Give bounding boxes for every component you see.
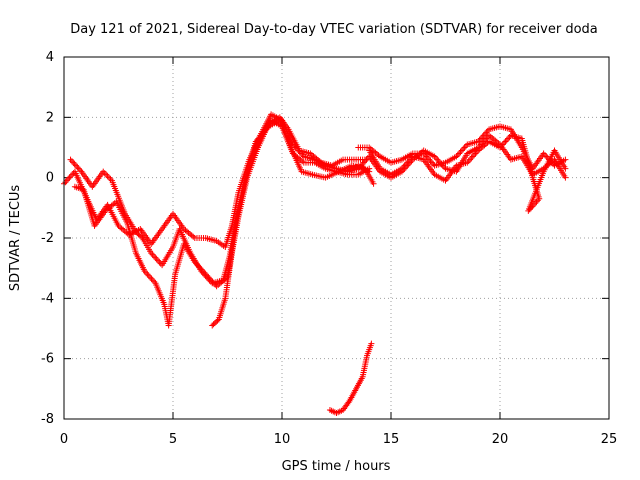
x-axis-label: GPS time / hours [282,459,391,474]
data-point [368,340,375,347]
plot-frame [63,56,610,420]
data-point [562,174,569,181]
y-axis-label: SDTVAR / TECUs [8,185,23,292]
series-track-3 [71,117,377,329]
data-point [370,180,377,187]
x-tick-label: 0 [60,432,68,447]
x-tick-label: 20 [492,432,509,447]
y-tick-label: 4 [46,50,54,65]
x-tick-label: 25 [601,432,618,447]
data-series-layer [61,111,569,416]
x-tick-label: 10 [274,432,291,447]
x-tick-label: 15 [383,432,400,447]
data-point [562,156,569,163]
data-point [214,317,221,324]
series-track-4 [209,114,368,329]
y-tick-label: 2 [46,110,54,125]
y-tick-label: -8 [41,412,54,427]
x-tick-labels: 0 5 10 15 20 25 [60,432,617,447]
data-point [138,233,145,240]
y-tick-label: 0 [46,171,54,186]
series-track-7 [366,132,569,214]
y-tick-labels: -8 -6 -4 -2 0 2 4 [41,50,54,427]
data-point [562,165,569,172]
x-tick-label: 5 [169,432,177,447]
y-tick-label: -2 [41,231,54,246]
y-tick-label: -6 [41,352,54,367]
chart-title: Day 121 of 2021, Sidereal Day-to-day VTE… [70,22,598,37]
y-tick-label: -4 [41,291,54,306]
series-track-8 [326,340,375,416]
